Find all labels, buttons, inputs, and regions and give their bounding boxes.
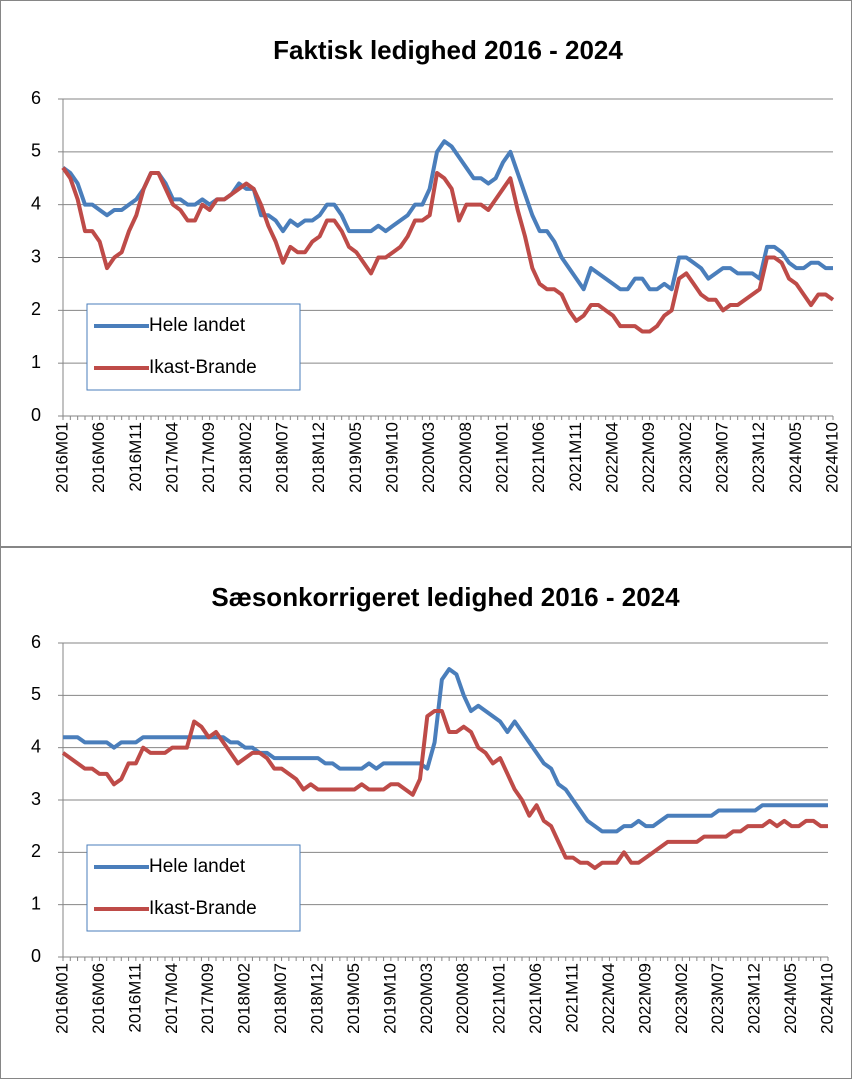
x-tick-label: 2022M09	[639, 422, 658, 493]
legend-label: Hele landet	[149, 315, 246, 336]
chart: Faktisk ledighed 2016 - 2024 0 1 2 3 4 5 6 2016M…	[0, 0, 852, 547]
x-tick-label: 2016M11	[125, 963, 144, 1033]
x-tick-label: 2021M01	[490, 963, 509, 1034]
x-tick-label: 2024M05	[786, 422, 805, 493]
series-line	[61, 139, 833, 292]
y-tick-label: 6	[31, 632, 41, 652]
x-tick-label: 2021M01	[492, 422, 511, 493]
y-tick-label: 1	[31, 893, 41, 913]
chart-border	[0, 0, 852, 547]
x-tick-label: 2023M02	[676, 422, 695, 493]
x-tick-label: 2016M11	[126, 422, 145, 492]
x-tick-label: 2023M07	[712, 422, 731, 493]
x-tick-label: 2023M07	[708, 963, 727, 1034]
x-tick-label: 2016M06	[89, 422, 108, 493]
series-line	[61, 709, 828, 871]
y-tick-label: 3	[31, 789, 41, 809]
x-tick-label: 2023M12	[749, 422, 768, 493]
x-tick-label: 2021M11	[566, 422, 585, 492]
y-tick-label: 2	[31, 841, 41, 861]
chart-title: Faktisk ledighed 2016 - 2024	[273, 35, 623, 65]
legend-label: Ikast-Brande	[149, 357, 257, 378]
y-tick-label: 0	[31, 405, 41, 425]
x-tick-label: 2021M06	[526, 963, 545, 1034]
x-tick-label: 2018M12	[307, 963, 326, 1034]
x-tick-label: 2023M12	[745, 963, 764, 1034]
series-line	[61, 166, 835, 334]
x-tick-label: 2021M06	[529, 422, 548, 493]
chart-border	[0, 547, 852, 1079]
x-tick-label: 2018M02	[236, 422, 255, 493]
x-tick-label: 2020M03	[417, 963, 436, 1034]
legend-box	[86, 303, 301, 391]
x-tick-label: 2017M04	[162, 963, 181, 1034]
x-tick-label: 2017M09	[199, 422, 218, 493]
x-tick-label: 2016M01	[52, 422, 71, 493]
x-tick-label: 2018M07	[271, 963, 290, 1034]
chart-title: Sæsonkorrigeret ledighed 2016 - 2024	[211, 582, 680, 612]
x-tick-label: 2024M05	[781, 963, 800, 1034]
x-tick-label: 2016M01	[52, 963, 71, 1034]
y-tick-label: 2	[31, 299, 41, 319]
y-tick-label: 4	[31, 736, 41, 756]
legend-box	[86, 844, 301, 932]
x-tick-label: 2017M09	[198, 963, 217, 1034]
x-tick-label: 2022M04	[599, 963, 618, 1034]
x-tick-label: 2021M11	[562, 963, 581, 1033]
x-tick-label: 2019M05	[346, 422, 365, 493]
x-tick-label: 2023M02	[672, 963, 691, 1034]
legend-label: Ikast-Brande	[149, 898, 257, 919]
x-tick-label: 2022M04	[602, 422, 621, 493]
x-tick-label: 2018M12	[309, 422, 328, 493]
x-tick-label: 2017M04	[162, 422, 181, 493]
y-tick-label: 4	[31, 193, 41, 213]
x-tick-label: 2018M02	[235, 963, 254, 1034]
y-tick-label: 6	[31, 88, 41, 108]
x-tick-label: 2019M05	[344, 963, 363, 1034]
legend-label: Hele landet	[149, 856, 246, 877]
x-tick-label: 2018M07	[272, 422, 291, 493]
x-tick-label: 2024M10	[822, 422, 841, 493]
y-tick-label: 3	[31, 246, 41, 266]
x-tick-label: 2019M10	[382, 422, 401, 493]
x-tick-label: 2019M10	[380, 963, 399, 1034]
x-tick-label: 2020M08	[453, 963, 472, 1034]
x-tick-label: 2022M09	[635, 963, 654, 1034]
x-tick-label: 2024M10	[817, 963, 836, 1034]
x-tick-label: 2020M03	[419, 422, 438, 493]
chart: Sæsonkorrigeret ledighed 2016 - 2024 0 1 2 3…	[0, 547, 852, 1079]
y-tick-label: 5	[31, 684, 41, 704]
y-tick-label: 5	[31, 141, 41, 161]
x-tick-label: 2016M06	[89, 963, 108, 1034]
y-tick-label: 1	[31, 352, 41, 372]
x-tick-label: 2020M08	[456, 422, 475, 493]
y-tick-label: 0	[31, 946, 41, 966]
